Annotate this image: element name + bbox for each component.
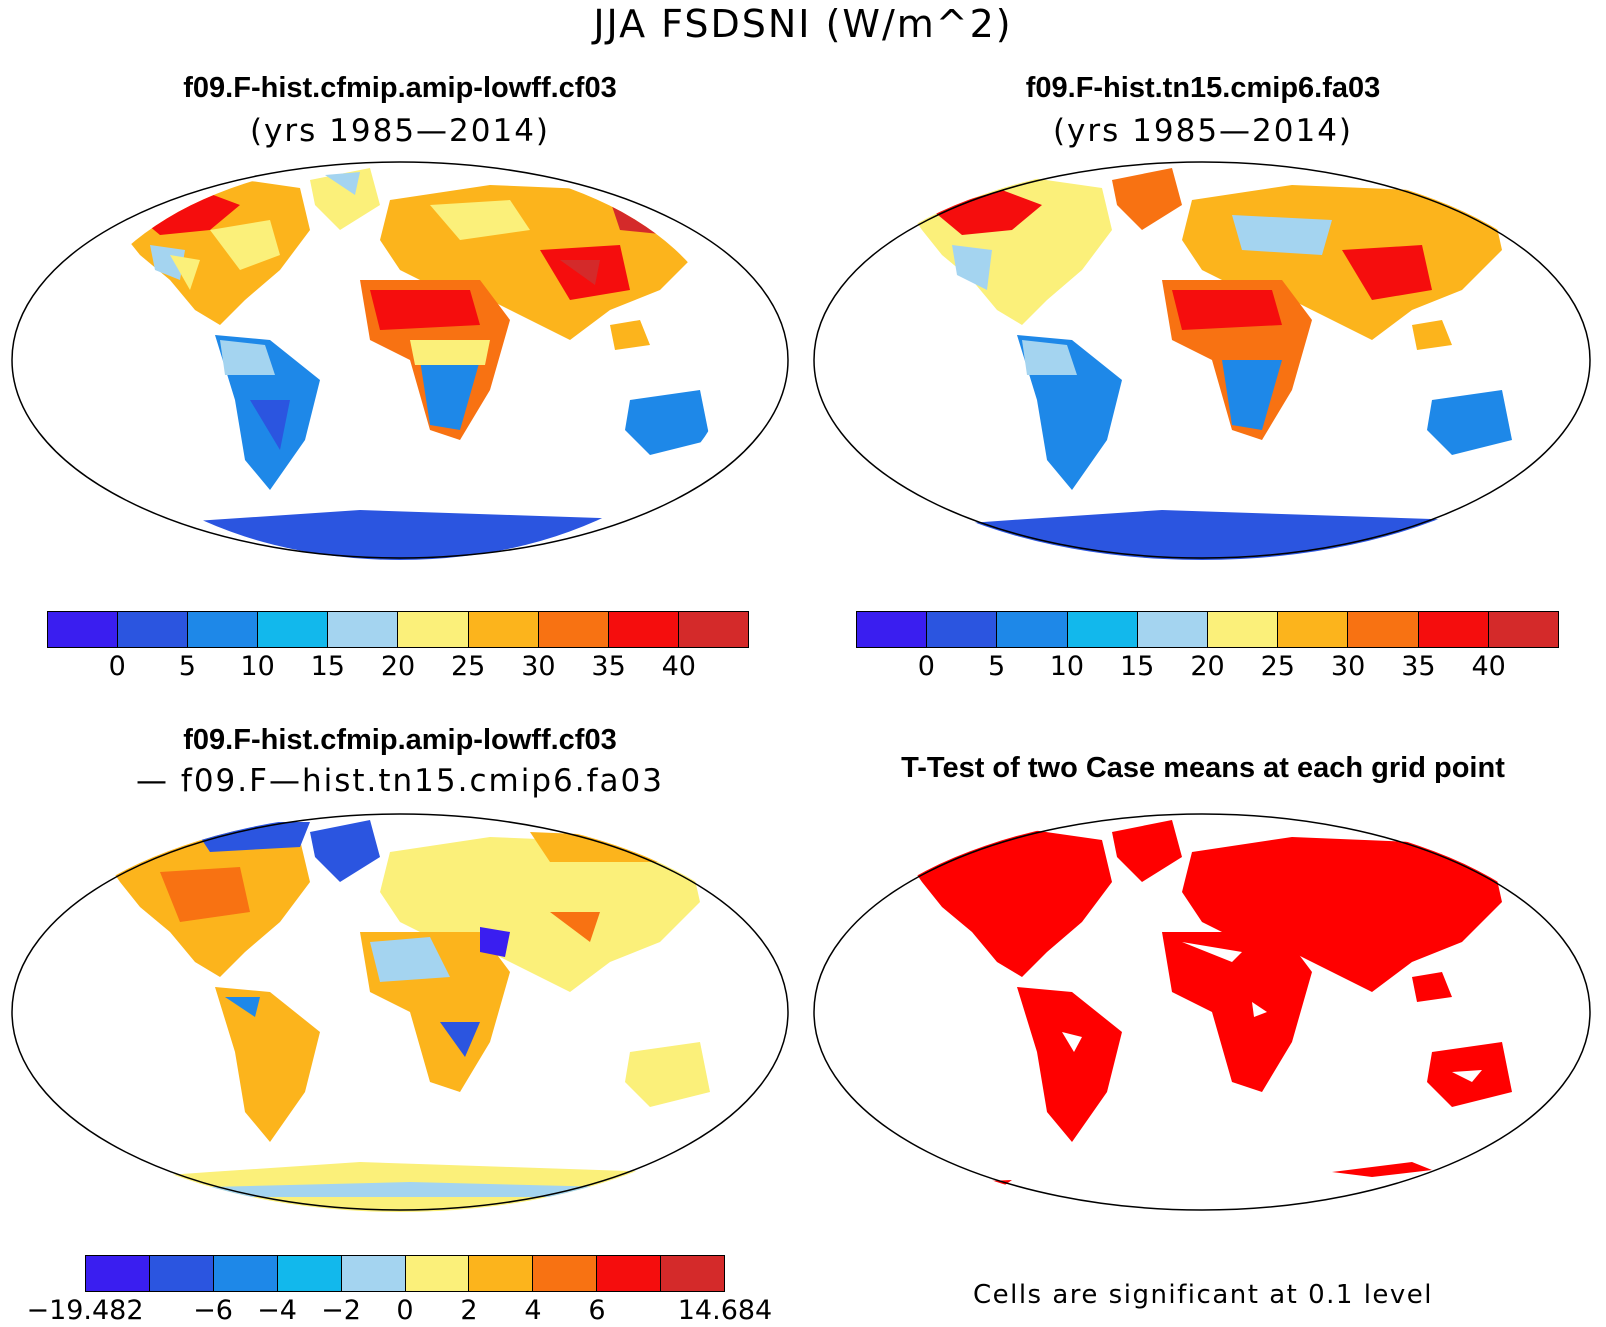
colorbar-tick-label: 30 (521, 651, 556, 682)
panel-subtitle-bottom-left: — f09.F—hist.tn15.cmip6.fa03 (136, 763, 664, 799)
colorbar-box (468, 612, 539, 647)
colorbar-box (678, 612, 748, 647)
colorbar-tick-label: 30 (1330, 651, 1366, 682)
colorbar-box (469, 1256, 534, 1291)
colorbar-tick-label: 5 (988, 651, 1006, 682)
colorbar-tick-label: 10 (1049, 651, 1085, 682)
colorbar-box (277, 1256, 342, 1291)
colorbar-tick-label: 20 (1190, 651, 1225, 682)
main-title: JJA FSDSNI (W/m^2) (593, 2, 1013, 46)
colorbar-box (405, 1256, 470, 1291)
colorbar-box (48, 612, 119, 647)
colorbar-tick-label: 40 (661, 651, 696, 682)
colorbar-box (857, 612, 928, 647)
colorbar-tick-label: 25 (451, 651, 486, 682)
map-top-left (11, 161, 789, 560)
colorbar-tick-label: 25 (1260, 651, 1295, 682)
colorbar-tick-label: −4 (257, 1295, 297, 1326)
colorbar-tick-label: 35 (591, 651, 626, 682)
colorbar-box (1278, 612, 1349, 647)
colorbar-box (997, 612, 1068, 647)
panel-title-top-right: f09.F-hist.tn15.cmip6.fa03 (1025, 72, 1381, 104)
colorbar-box (597, 1256, 662, 1291)
colorbar-tick-label: 14.684 (677, 1295, 773, 1326)
colorbar-box (1208, 612, 1279, 647)
colorbar-box (1067, 612, 1138, 647)
colorbar-box (661, 1256, 725, 1291)
colorbar-box (188, 612, 259, 647)
colorbar-box (1418, 612, 1489, 647)
colorbar-box (149, 1256, 214, 1291)
panel-subtitle-top-left: (yrs 1985—2014) (249, 113, 551, 149)
colorbar-box (1488, 612, 1559, 647)
panel-title-bottom-left: f09.F-hist.cfmip.amip-lowff.cf03 (183, 724, 617, 756)
colorbar-box (1348, 612, 1419, 647)
colorbar-box (398, 612, 469, 647)
colorbar-tick-label: 0 (108, 651, 126, 682)
colorbar-tick-label: 5 (178, 651, 196, 682)
colorbar-box (118, 612, 189, 647)
colorbar-tick-label: −2 (321, 1295, 361, 1326)
panel-title-top-left: f09.F-hist.cfmip.amip-lowff.cf03 (183, 72, 617, 104)
colorbar-tick-label: 15 (1120, 651, 1155, 682)
colorbar-tick-label: 2 (460, 1295, 478, 1326)
significance-footnote: Cells are significant at 0.1 level (972, 1280, 1434, 1310)
colorbar-top-left (47, 611, 749, 648)
colorbar-box (538, 612, 609, 647)
colorbar-tick-label: 35 (1401, 651, 1436, 682)
colorbar-tick-label: 20 (380, 651, 416, 682)
colorbar-bottom-left (85, 1255, 725, 1292)
colorbar-box (341, 1256, 406, 1291)
colorbar-box (608, 612, 679, 647)
colorbar-box (1137, 612, 1209, 647)
map-bottom-right (813, 813, 1591, 1211)
colorbar-top-right (856, 611, 1559, 648)
colorbar-box (258, 612, 329, 647)
colorbar-tick-label: 6 (588, 1295, 606, 1326)
colorbar-tick-label: 40 (1471, 651, 1506, 682)
colorbar-tick-label: −6 (193, 1295, 233, 1326)
colorbar-box (927, 612, 998, 647)
colorbar-tick-label: 0 (396, 1295, 414, 1326)
panel-subtitle-top-right: (yrs 1985—2014) (1052, 113, 1354, 149)
colorbar-box (213, 1256, 278, 1291)
colorbar-tick-label: 10 (240, 651, 275, 682)
colorbar-box (86, 1256, 150, 1291)
colorbar-tick-label: 0 (917, 651, 935, 682)
colorbar-tick-label: −19.482 (26, 1295, 144, 1326)
colorbar-tick-label: 4 (524, 1295, 542, 1326)
panel-title-bottom-right: T-Test of two Case means at each grid po… (901, 752, 1505, 784)
colorbar-tick-label: 15 (310, 651, 345, 682)
colorbar-box (328, 612, 399, 647)
colorbar-box (533, 1256, 598, 1291)
map-top-right (813, 161, 1591, 560)
map-bottom-left (11, 813, 789, 1212)
